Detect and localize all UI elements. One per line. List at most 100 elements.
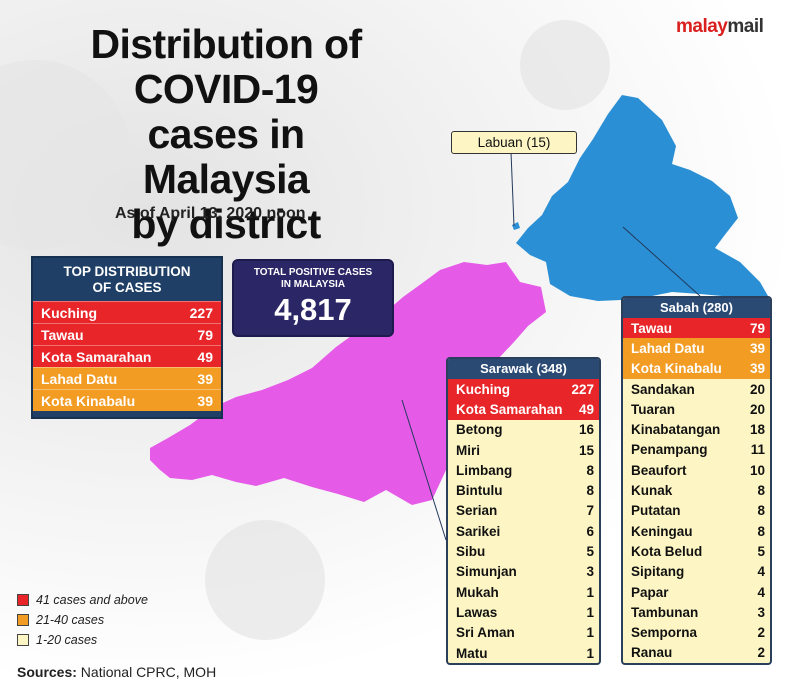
district-row: Penampang 11 [623, 440, 770, 460]
logo-part-2: mail [727, 16, 764, 37]
legend-swatch-yellow [17, 634, 29, 646]
title-line-3: cases in Malaysia [142, 111, 310, 202]
source-text: National CPRC, MOH [76, 664, 217, 680]
district-case-count: 15 [578, 442, 594, 458]
district-name: Kota Kinabalu [41, 392, 136, 409]
legend-item-medium: 21-40 cases [17, 610, 148, 630]
legend: 41 cases and above 21-40 cases 1-20 case… [17, 590, 148, 650]
district-row: Tawau 79 [623, 318, 770, 339]
district-row: Beaufort 10 [623, 460, 770, 480]
district-row: Matu 1 [448, 643, 599, 663]
district-case-count: 227 [571, 381, 594, 397]
total-cases-value: 4,817 [274, 292, 352, 327]
district-row: Tambunan 3 [623, 602, 770, 622]
district-row: Kuching 227 [33, 301, 221, 323]
district-case-count: 11 [750, 442, 765, 458]
district-case-count: 79 [749, 320, 765, 336]
district-row: Sarikei 6 [448, 521, 599, 541]
district-name: Serian [456, 503, 498, 519]
district-case-count: 20 [749, 401, 765, 417]
district-row: Keningau 8 [623, 521, 770, 541]
district-name: Matu [456, 645, 488, 661]
top-distribution-panel: TOP DISTRIBUTION OF CASES Kuching 227 Tawa… [31, 256, 223, 419]
legend-label: 21-40 cases [36, 613, 105, 627]
district-case-count: 49 [578, 401, 594, 417]
district-row: Lahad Datu 39 [623, 338, 770, 359]
district-name: Tawau [631, 320, 673, 336]
sarawak-leader-line [401, 399, 447, 541]
district-row: Miri 15 [448, 440, 599, 460]
sarawak-district-list: Kuching 227 Kota Samarahan 49 Betong 16 Miri 15… [448, 379, 599, 663]
district-row: Serian 7 [448, 501, 599, 521]
district-case-count: 8 [757, 523, 765, 539]
labuan-leader-line [510, 151, 515, 227]
district-case-count: 1 [586, 645, 594, 661]
top-distribution-header-line-1: TOP DISTRIBUTION [63, 264, 191, 279]
district-case-count: 39 [197, 370, 213, 387]
district-name: Tambunan [631, 604, 699, 620]
district-name: Beaufort [631, 462, 687, 478]
title-line-4: by district [131, 201, 321, 247]
sabah-map-region [516, 95, 768, 301]
district-name: Lawas [456, 604, 498, 620]
district-row: Kota Kinabalu 39 [623, 358, 770, 379]
district-case-count: 16 [578, 422, 594, 438]
district-name: Sibu [456, 544, 486, 560]
district-name: Keningau [631, 523, 693, 539]
district-row: Kuching 227 [448, 379, 599, 400]
district-name: Simunjan [456, 564, 517, 580]
district-name: Lahad Datu [41, 370, 118, 387]
district-row: Semporna 2 [623, 622, 770, 642]
district-case-count: 39 [749, 361, 765, 377]
district-name: Sandakan [631, 381, 695, 397]
district-case-count: 39 [749, 340, 765, 356]
district-name: Semporna [631, 625, 698, 641]
district-case-count: 8 [757, 503, 765, 519]
district-name: Mukah [456, 584, 499, 600]
virus-background-bottom [205, 520, 325, 640]
district-row: Tawau 79 [33, 323, 221, 345]
labuan-label: Labuan (15) [451, 131, 577, 154]
district-case-count: 3 [586, 564, 594, 580]
sabah-district-list: Tawau 79 Lahad Datu 39 Kota Kinabalu 39 Sandak… [623, 318, 770, 663]
logo-part-1: malay [676, 16, 728, 37]
district-row: Betong 16 [448, 420, 599, 440]
district-name: Tawau [41, 326, 84, 343]
district-row: Sri Aman 1 [448, 623, 599, 643]
district-name: Kota Samarahan [41, 348, 152, 365]
district-case-count: 5 [757, 543, 765, 559]
district-row: Bintulu 8 [448, 480, 599, 500]
sarawak-map-region [150, 262, 546, 505]
district-case-count: 227 [189, 304, 213, 321]
legend-item-low: 1-20 cases [17, 630, 148, 650]
district-name: Limbang [456, 462, 513, 478]
district-case-count: 79 [197, 326, 213, 343]
district-case-count: 4 [757, 584, 765, 600]
district-row: Lawas 1 [448, 602, 599, 622]
district-case-count: 7 [586, 503, 594, 519]
total-cases-panel: TOTAL POSITIVE CASES IN MALAYSIA 4,817 [232, 259, 394, 337]
sabah-panel: Sabah (280) Tawau 79 Lahad Datu 39 Kota Kina… [621, 296, 772, 666]
district-case-count: 20 [749, 381, 765, 397]
district-case-count: 5 [586, 544, 594, 560]
title-line-2: COVID-19 [133, 66, 319, 112]
district-case-count: 8 [757, 483, 765, 499]
district-name: Lahad Datu [631, 340, 705, 356]
district-case-count: 18 [749, 422, 765, 438]
district-row: Papar 4 [623, 582, 770, 602]
top-distribution-list: Kuching 227 Tawau 79 Kota Samarahan 49 Lahad D… [33, 301, 221, 417]
district-case-count: 8 [586, 462, 594, 478]
district-case-count: 49 [197, 348, 213, 365]
source-label: Sources: [17, 664, 77, 680]
total-cases-label: TOTAL POSITIVE CASES IN MALAYSIA [234, 261, 392, 291]
district-name: Kota Samarahan [456, 401, 563, 417]
top-distribution-header-line-2: OF CASES [92, 280, 162, 295]
district-row: Tuaran 20 [623, 399, 770, 419]
district-name: Tuaran [631, 401, 676, 417]
district-row: Lahad Datu 39 [33, 367, 221, 389]
as-of-date: As of April 13, 2020 noon [115, 205, 306, 222]
district-case-count: 39 [197, 392, 213, 409]
source-note: Sources: National CPRC, MOH [17, 664, 216, 680]
district-row: Kota Kinabalu 39 [33, 389, 221, 411]
